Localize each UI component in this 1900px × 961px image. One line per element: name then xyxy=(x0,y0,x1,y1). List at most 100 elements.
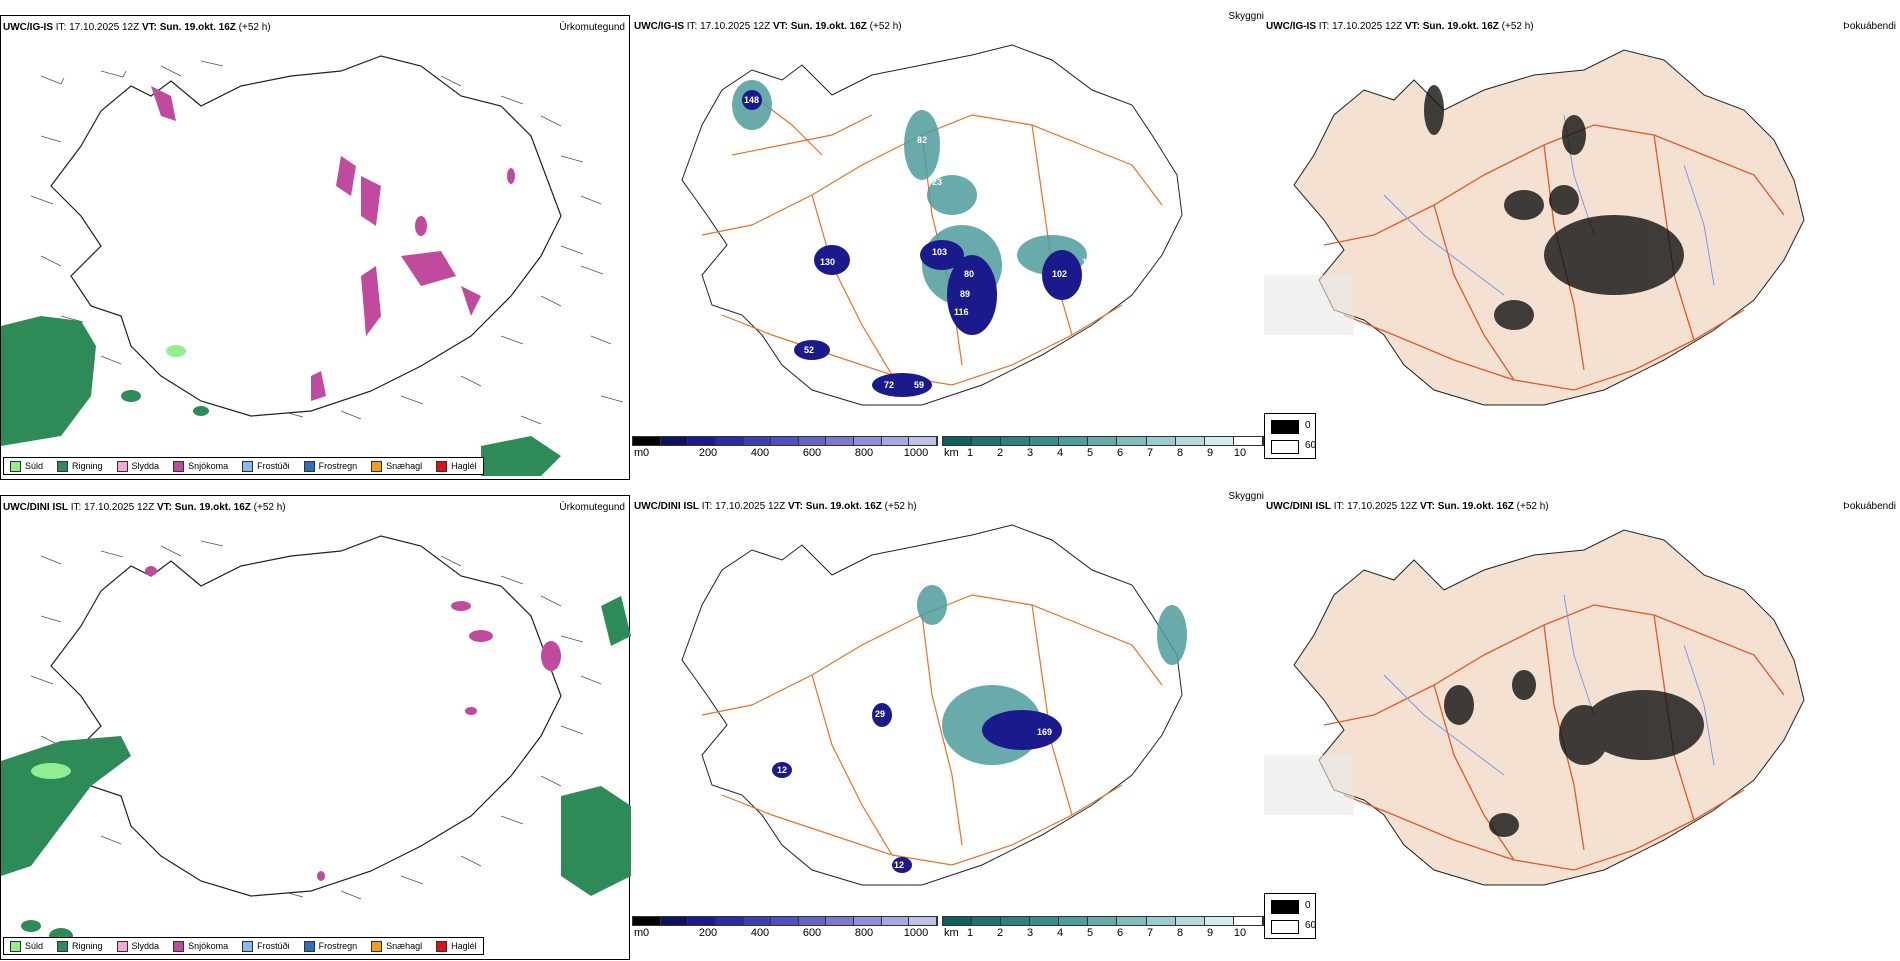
visibility-ticks: 1 2 3 4 5 6 7 8 9 10 xyxy=(966,927,1247,939)
cloudbase-panel-bottom: UWC/DINI ISL IT: 17.10.2025 12Z VT: Sun.… xyxy=(632,491,1264,960)
colorbar-segment xyxy=(771,917,799,925)
cloud-label: 103 xyxy=(932,247,947,257)
legend-swatch xyxy=(303,460,315,472)
colorbar-segment xyxy=(660,437,689,445)
snow-area xyxy=(145,566,561,881)
cloud-label: 130 xyxy=(820,257,835,267)
colorbar-segment xyxy=(1030,917,1060,925)
colorbar-segment xyxy=(1088,917,1118,925)
colorbar-segment xyxy=(771,437,799,445)
colorbar-segment xyxy=(972,917,1002,925)
legend-item-freezing-drizzle: Frostúði xyxy=(242,460,290,472)
legend-item-sleet: Slydda xyxy=(116,460,159,472)
cloud-base-area xyxy=(772,703,1062,873)
colorbar-segment xyxy=(633,917,661,925)
cloud-base-labels: 29 12 169 12 xyxy=(777,709,1052,870)
cloud-label: 102 xyxy=(1052,269,1067,279)
colorbar-segment xyxy=(1175,437,1205,445)
precip-legend: Súld Rigning Slydda Snjókoma Frostúði Fr… xyxy=(3,457,484,475)
colorbar-segment xyxy=(881,917,910,925)
colorbar-segment xyxy=(1117,917,1147,925)
fog-legend: 0 60 xyxy=(1264,893,1316,939)
fog-legend: 0 60 xyxy=(1264,413,1316,459)
colorbar-segment xyxy=(798,437,827,445)
colorbar-segment xyxy=(1233,917,1263,925)
cloud-base-colorbar xyxy=(632,916,938,926)
colorbar-segment xyxy=(943,437,973,445)
drizzle-area xyxy=(31,763,71,779)
colorbar-segment xyxy=(633,437,661,445)
fog-area xyxy=(1424,85,1684,330)
colorbar-segment xyxy=(1146,437,1176,445)
colorbar-segment xyxy=(743,917,772,925)
visibility-unit: km xyxy=(944,927,959,939)
colorbar-segment xyxy=(1001,437,1031,445)
legend-swatch xyxy=(173,460,185,472)
colorbar-segment xyxy=(909,437,937,445)
colorbar-segment xyxy=(854,917,882,925)
panel-header: UWC/IG-IS IT: 17.10.2025 12Z VT: Sun. 19… xyxy=(634,21,902,32)
legend-item-snow-pellets: Snæhagl xyxy=(371,460,422,472)
cloud-label: 59 xyxy=(914,380,924,390)
fog-area xyxy=(1444,670,1704,837)
legend-swatch xyxy=(242,460,254,472)
cloud-label: 12 xyxy=(777,765,787,775)
cloud-base-area xyxy=(742,90,1082,397)
colorbar-segment xyxy=(826,917,854,925)
iceland-outline xyxy=(50,55,562,417)
cloudbase-map: 29 12 169 12 xyxy=(681,524,1187,886)
panel-title: Þokuábendi xyxy=(1843,21,1896,32)
cloud-label: 116 xyxy=(954,307,969,317)
cloud-base-labels: 148 82 23 130 103 80 89 116 102 102 52 7… xyxy=(744,95,1097,390)
panel-header: UWC/IG-IS IT: 17.10.2025 12Z VT: Sun. 19… xyxy=(1266,21,1534,32)
legend-swatch xyxy=(436,460,448,472)
colorbar-segment xyxy=(909,917,937,925)
legend-item-rain: Rigning xyxy=(57,460,103,472)
colorbar-segment xyxy=(1001,917,1031,925)
precip-legend: Súld Rigning Slydda Snjókoma Frostúði Fr… xyxy=(3,937,484,955)
legend-item-snow: Snjókoma xyxy=(173,460,228,472)
colorbar-segment xyxy=(881,437,910,445)
road-network xyxy=(701,594,1163,866)
precip-map xyxy=(1,55,624,476)
panel-title: Úrkomutegund xyxy=(559,502,625,513)
colorbar-segment xyxy=(1030,437,1060,445)
cloud-base-ticks: 0 200 400 600 800 1000 xyxy=(642,447,929,459)
panel-title: Þokuábendi xyxy=(1843,501,1896,512)
cloud-label: 89 xyxy=(960,289,970,299)
cloud-label: 29 xyxy=(875,709,885,719)
snow-area xyxy=(151,86,515,401)
colorbar-segment xyxy=(660,917,689,925)
colorbar-segment xyxy=(715,437,744,445)
panel-header: UWC/IG-IS IT: 17.10.2025 12Z VT: Sun. 19… xyxy=(3,22,271,33)
fog-map xyxy=(1264,529,1805,886)
fog-legend-swatch-low xyxy=(1271,920,1299,934)
visibility-unit: km xyxy=(944,447,959,459)
cloud-label: 82 xyxy=(917,135,927,145)
colorbar-segment xyxy=(798,917,827,925)
cloud-base-ticks: 0 200 400 600 800 1000 xyxy=(642,927,929,939)
colorbar-segment xyxy=(1204,437,1234,445)
fog-map xyxy=(1264,49,1805,406)
panel-title: Skyggni xyxy=(1228,11,1264,22)
colorbar-segment xyxy=(1146,917,1176,925)
cloud-label: 169 xyxy=(1037,727,1052,737)
rain-area xyxy=(1,316,561,476)
fog-legend-swatch-high xyxy=(1271,900,1299,914)
fog-panel-top: UWC/IG-IS IT: 17.10.2025 12Z VT: Sun. 19… xyxy=(1264,15,1900,480)
colorbar-segment xyxy=(943,917,973,925)
iceland-outline xyxy=(1293,529,1805,886)
iceland-outline xyxy=(50,535,562,897)
visibility-ticks: 1 2 3 4 5 6 7 8 9 10 xyxy=(966,447,1247,459)
visibility-colorbar xyxy=(942,436,1264,446)
colorbar-segment xyxy=(1117,437,1147,445)
river-network xyxy=(1383,594,1715,776)
legend-swatch xyxy=(57,460,69,472)
legend-item-drizzle: Súld xyxy=(10,460,43,472)
fog-legend-swatch-low xyxy=(1271,440,1299,454)
cloud-base-unit: m xyxy=(634,447,644,459)
colorbar-segment xyxy=(1088,437,1118,445)
cloud-label: 80 xyxy=(964,269,974,279)
legend-swatch xyxy=(10,460,21,472)
colorbar-segment xyxy=(743,437,772,445)
